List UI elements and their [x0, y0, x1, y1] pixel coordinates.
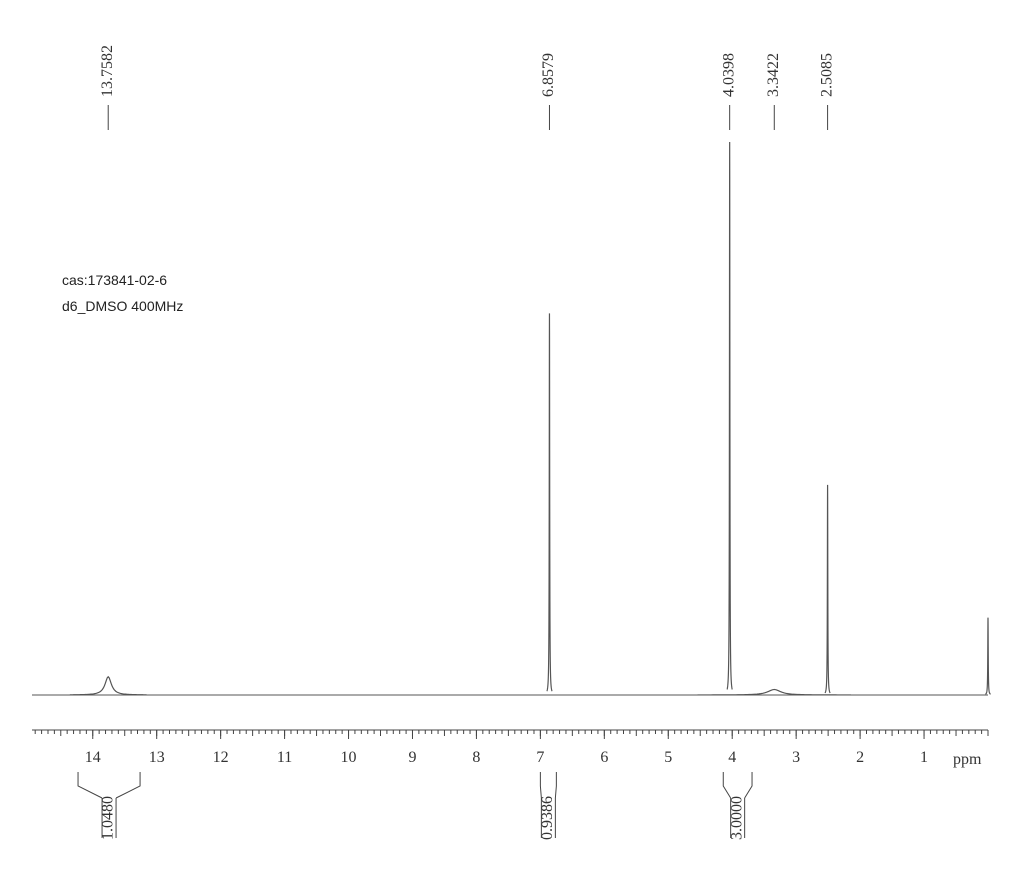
peak — [824, 484, 831, 694]
x-tick-label: 11 — [277, 749, 292, 766]
annotation: d6_DMSO 400MHz — [62, 298, 183, 314]
x-tick-label: 9 — [408, 749, 416, 766]
peak-label: 2.5085 — [818, 53, 835, 97]
x-tick-label: 13 — [149, 749, 165, 766]
integral-bracket — [722, 772, 753, 799]
x-tick-label: 6 — [600, 749, 608, 766]
x-tick-label: 10 — [341, 749, 357, 766]
peak-label: 4.0398 — [720, 53, 737, 97]
x-tick-label: 12 — [213, 749, 229, 766]
integral-label: 0.9386 — [539, 796, 556, 840]
annotation: cas:173841-02-6 — [62, 272, 167, 288]
x-tick-label: 4 — [728, 749, 736, 766]
integral-label: 3.0000 — [728, 796, 745, 840]
x-tick-label: 7 — [536, 749, 544, 766]
x-tick-label: 14 — [85, 749, 101, 766]
peak — [546, 313, 553, 692]
integral-bracket — [77, 772, 141, 799]
x-tick-label: 2 — [856, 749, 864, 766]
peak — [985, 617, 991, 695]
x-tick-label: 8 — [472, 749, 480, 766]
peak — [697, 688, 852, 696]
x-tick-label: 1 — [920, 749, 928, 766]
peak-label: 6.8579 — [540, 53, 557, 97]
integral-label: 1.0480 — [100, 796, 117, 840]
peak — [69, 675, 147, 696]
peak — [726, 141, 733, 690]
peak-label: 13.7582 — [99, 45, 116, 97]
integral-bracket — [539, 772, 557, 799]
x-tick-label: 3 — [792, 749, 800, 766]
x-tick-label: 5 — [664, 749, 672, 766]
x-axis-label: ppm — [953, 751, 982, 768]
peak-label: 3.3422 — [765, 53, 782, 97]
